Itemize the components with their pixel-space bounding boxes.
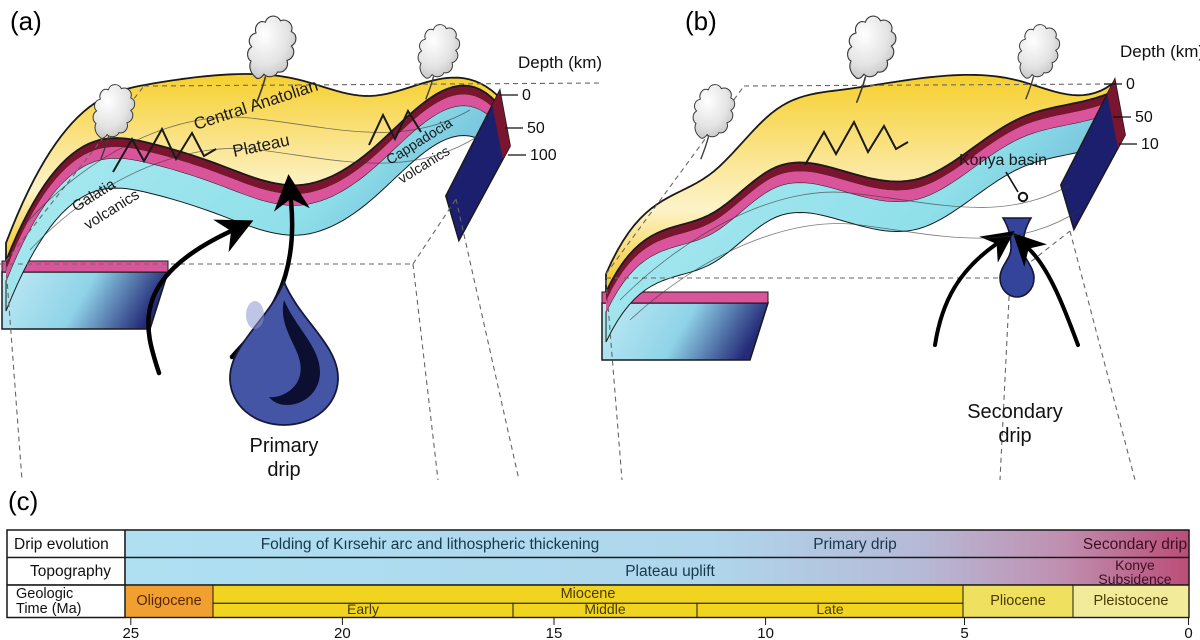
svg-text:Depth (km): Depth (km) xyxy=(518,53,602,72)
svg-text:10: 10 xyxy=(757,625,774,640)
svg-text:Miocene: Miocene xyxy=(561,586,616,602)
svg-text:0: 0 xyxy=(522,87,531,104)
svg-text:Geologic: Geologic xyxy=(16,586,73,602)
svg-text:Primary: Primary xyxy=(250,435,319,457)
svg-text:Folding of Kırsehir arc and li: Folding of Kırsehir arc and lithospheric… xyxy=(261,536,600,553)
svg-text:100: 100 xyxy=(530,147,557,164)
svg-text:(b): (b) xyxy=(685,6,717,36)
svg-text:5: 5 xyxy=(960,625,968,640)
svg-text:(a): (a) xyxy=(10,6,42,36)
svg-text:(c): (c) xyxy=(8,486,38,516)
svg-text:50: 50 xyxy=(1135,109,1153,126)
svg-text:15: 15 xyxy=(546,625,563,640)
svg-text:Secondary drip: Secondary drip xyxy=(1083,536,1187,553)
svg-text:0: 0 xyxy=(1184,625,1192,640)
svg-text:10: 10 xyxy=(1141,136,1159,153)
svg-text:Subsidence: Subsidence xyxy=(1098,571,1171,587)
svg-text:Time (Ma): Time (Ma) xyxy=(16,601,82,617)
svg-text:Konya basin: Konya basin xyxy=(959,152,1047,169)
svg-text:Primary drip: Primary drip xyxy=(813,536,897,553)
svg-text:Drip evolution: Drip evolution xyxy=(14,536,109,553)
svg-text:Oligocene: Oligocene xyxy=(136,593,201,609)
svg-text:Late: Late xyxy=(816,601,843,617)
svg-text:50: 50 xyxy=(527,120,545,137)
svg-text:20: 20 xyxy=(334,625,351,640)
svg-text:Pliocene: Pliocene xyxy=(990,593,1046,609)
svg-text:Middle: Middle xyxy=(584,601,625,617)
svg-text:Pleistocene: Pleistocene xyxy=(1094,593,1169,609)
svg-text:25: 25 xyxy=(122,625,139,640)
svg-text:drip: drip xyxy=(267,459,300,481)
svg-text:Secondary: Secondary xyxy=(967,401,1063,423)
svg-text:Early: Early xyxy=(347,601,379,617)
svg-text:0: 0 xyxy=(1126,76,1135,93)
svg-text:drip: drip xyxy=(998,425,1031,447)
svg-text:Topography: Topography xyxy=(30,563,111,580)
svg-text:Depth (km): Depth (km) xyxy=(1120,42,1200,61)
svg-text:Plateau uplift: Plateau uplift xyxy=(625,563,715,580)
